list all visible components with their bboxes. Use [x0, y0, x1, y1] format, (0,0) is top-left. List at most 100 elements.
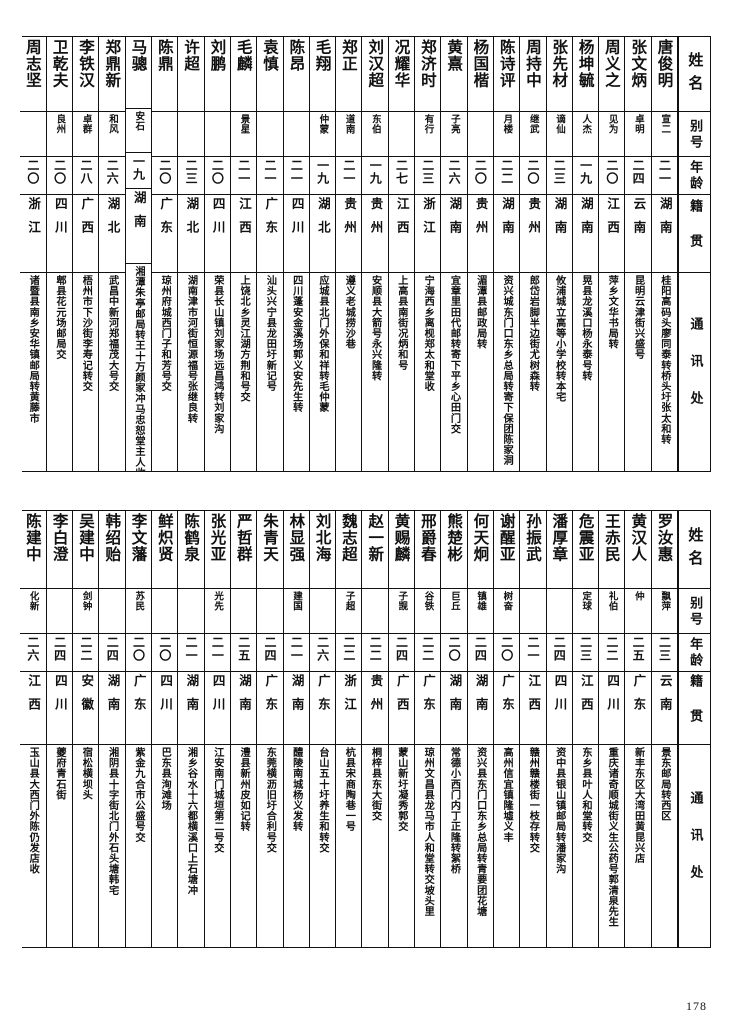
entry-name-cell: 朱青天 [257, 511, 283, 589]
entry-address: 东乡县叶人和堂转交 [579, 747, 591, 843]
entry-address-cell: 资兴县东门口东乡总局转青要团花塘 [468, 745, 493, 947]
entry-address: 蒙山新圩凝秀郭交 [395, 747, 407, 832]
entry-age: 二四 [552, 636, 567, 662]
entry-name-cell: 危震亚 [572, 511, 599, 589]
roster-entry-column: 周义之 见为 二〇 江西 萍乡文华书局转 [598, 37, 625, 471]
entry-name-cell: 陈鹤泉 [178, 511, 204, 589]
row-header-address: 通讯处 [679, 273, 710, 471]
entry-address-cell: 高州信宜镇隆墟义丰 [494, 745, 519, 947]
roster-entry-column: 张光亚 光先 二一 四川 江安南门城垣第二号交 [203, 511, 230, 947]
roster-entry-column: 严哲群 二五 湖南 澧县新州皮如记转 [229, 511, 257, 947]
entry-origin-cell: 浙江 [19, 195, 46, 273]
entry-alias-cell: 镇雄 [467, 589, 493, 634]
entry-origin: 广东 [158, 197, 174, 244]
roster-entry-column: 李白澄 二四 四川 夔府青石街 [45, 511, 73, 947]
entry-address: 新丰东区大湾田黄昆兴店 [632, 747, 644, 864]
entry-origin: 广西 [394, 674, 410, 721]
entry-alias: 光先 [212, 591, 224, 611]
roster-entry-column: 况耀华 二七 江西 上高县南街况炳和号 [387, 37, 415, 471]
entry-address-cell: 安顺县大箭号永兴隆转 [362, 273, 387, 471]
entry-address-cell: 郎岱岩脚半边街尤树森转 [520, 273, 545, 471]
entry-alias-cell: 飘萍 [651, 589, 677, 634]
entry-age-cell: 二三 [415, 157, 441, 195]
roster-entry-column: 黄熹 子亮 二六 湖南 宜章里田代邮转寄下平乡心田门交 [440, 37, 467, 471]
entry-alias-cell: 月楼 [493, 112, 520, 157]
entry-name: 熊楚彬 [445, 513, 464, 563]
roster-entry-column: 熊楚彬 巨丘 二〇 湖南 常德小西门内丁正隆转絮桥 [440, 511, 467, 947]
roster-entry-column: 陈鹤泉 二一 湖南 湘乡谷水十六都横溪口上石塘冲 [177, 511, 204, 947]
entry-age-cell: 二四 [467, 634, 493, 672]
entry-alias-cell: 良州 [46, 112, 73, 157]
entry-origin-cell: 四川 [204, 195, 230, 273]
entry-alias-cell [257, 112, 283, 157]
entry-alias-cell [204, 112, 230, 157]
roster-entry-column: 王赤民 礼伯 二二 四川 重庆诸奇顺城街义生公药号郭清泉先生 [598, 511, 625, 947]
entry-alias-cell [388, 112, 415, 157]
entry-age-cell: 二六 [441, 157, 467, 195]
entry-name-cell: 周义之 [599, 37, 625, 112]
entry-address: 台山五十圩养生和转交 [317, 747, 328, 853]
entry-alias: 谷铁 [422, 591, 434, 611]
entry-name: 危震亚 [576, 513, 595, 563]
entry-age: 二〇 [131, 636, 146, 662]
entry-origin: 湖南 [657, 197, 673, 244]
entry-address-cell: 湘阴县十字街北门外石头塘韩宅 [99, 745, 124, 947]
entry-name-cell: 郑正 [336, 37, 362, 112]
entry-origin: 湖南 [473, 674, 489, 721]
entry-alias-cell [283, 112, 309, 157]
entry-alias-cell [152, 112, 178, 157]
entry-origin-cell: 湖南 [572, 195, 599, 273]
entry-age-cell: 二一 [651, 157, 677, 195]
entry-address: 琼州府城西门子和芳号交 [159, 275, 171, 392]
entry-origin-cell: 湖北 [309, 195, 336, 273]
entry-alias: 见为 [606, 114, 618, 134]
entry-alias-cell [178, 589, 204, 634]
entry-origin-cell: 四川 [46, 195, 73, 273]
entry-alias-cell [230, 589, 257, 634]
entry-name-cell: 唐俊明 [651, 37, 677, 112]
entry-address: 上高县南街况炳和号 [395, 275, 407, 371]
entry-age: 二四 [473, 636, 488, 662]
entry-name-cell: 孙振武 [520, 511, 546, 589]
entry-name-cell: 赵一新 [362, 511, 388, 589]
entry-alias: 卓明 [632, 114, 644, 134]
row-header-age: 年龄 [679, 634, 710, 672]
entry-address: 荣县长山镇刘家场远昌鸿转刘家沟 [211, 275, 223, 434]
entry-origin-cell: 贵州 [362, 195, 388, 273]
entry-origin: 湖南 [447, 674, 463, 721]
row-header-age: 年龄 [679, 157, 710, 195]
entry-name-cell: 黄赐麟 [388, 511, 415, 589]
entry-address: 湘阴县十字街北门外石头塘韩宅 [106, 747, 118, 896]
entry-address: 澧县新州皮如记转 [238, 747, 250, 832]
entry-origin-cell: 江西 [230, 195, 257, 273]
entry-name: 谢醒亚 [497, 513, 516, 563]
entry-name: 杨国楷 [471, 39, 490, 89]
roster-table-upper: 姓名 别号 年龄 籍贯 通讯处 唐俊明 宣二 二一 湖南 桂阳高码头廖同泰转桥头圩张太和转 张文炳卓… [19, 36, 711, 472]
entry-name: 刘北海 [313, 513, 332, 563]
roster-entry-column: 罗汝惠 飘萍 二三 云南 景东邮局转西区 [650, 511, 677, 947]
entry-name-cell: 张文炳 [625, 37, 651, 112]
entry-age-cell: 二一 [257, 157, 283, 195]
entry-age-cell: 二〇 [125, 634, 152, 672]
entry-age: 二〇 [52, 159, 67, 185]
roster-entry-column: 鲜炽贤 二〇 四川 巴东县洵滩场 [151, 511, 178, 947]
entry-address: 资中县银山镇邮局转潘家沟 [553, 747, 565, 875]
roster-header-column: 姓名 别号 年龄 籍贯 通讯处 [677, 511, 710, 947]
roster-entry-column: 周志坚 二〇 浙江 诸暨县南乡安华镇邮局转黄藤市 [19, 37, 46, 471]
entry-origin-cell: 湖南 [125, 189, 152, 265]
entry-name-cell: 张光亚 [204, 511, 230, 589]
entry-age-cell: 一九 [309, 157, 336, 195]
row-header-origin-text: 籍贯 [687, 673, 703, 744]
entry-origin: 四川 [552, 674, 568, 721]
entry-age: 二〇 [25, 159, 40, 185]
entry-alias: 巨丘 [448, 591, 460, 611]
entry-name-cell: 张先材 [546, 37, 572, 112]
entry-name-cell: 李铁汉 [73, 37, 99, 112]
roster-entry-column: 卫乾夫 良州 二〇 四川 郫县花元场邮局交 [45, 37, 73, 471]
entry-age-cell: 二六 [309, 634, 336, 672]
entry-origin-cell: 四川 [46, 672, 73, 745]
entry-name-cell: 周志坚 [19, 37, 46, 112]
entry-origin: 贵州 [342, 197, 358, 244]
entry-address-cell: 巴东县洵滩场 [152, 745, 177, 947]
